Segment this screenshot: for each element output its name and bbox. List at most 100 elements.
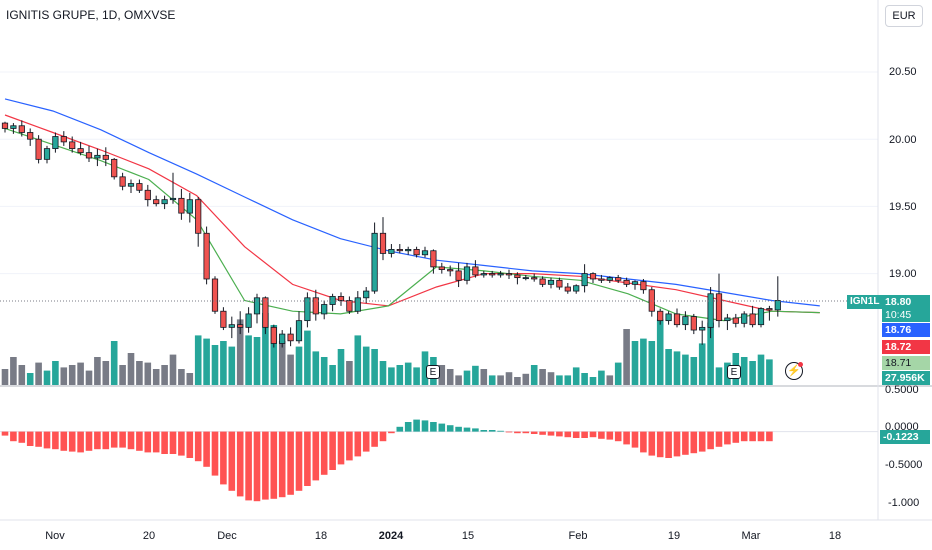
candle-body (60, 136, 67, 143)
time-label: Mar (741, 530, 761, 542)
candle (741, 311, 748, 328)
volume-bar (438, 365, 446, 385)
volume-bar (94, 357, 101, 385)
candle-body (505, 273, 513, 276)
volume-bar (497, 375, 504, 385)
candle-body (52, 136, 59, 150)
currency-button[interactable]: EUR (885, 5, 923, 27)
candle (169, 172, 177, 204)
candle-body (665, 313, 672, 322)
osc-bar (430, 422, 437, 432)
candle (682, 311, 689, 331)
candle-body (732, 317, 739, 324)
candle (699, 320, 706, 345)
candle (388, 244, 395, 258)
osc-bar (623, 431, 630, 445)
osc-bar (362, 431, 370, 452)
volume-bar (60, 367, 68, 385)
candle-body (312, 297, 319, 315)
candle-body (421, 250, 429, 256)
candle-body (749, 313, 756, 326)
osc-bar (245, 431, 252, 501)
osc-bar (136, 431, 143, 451)
volume-bar (85, 370, 93, 385)
candle-body (589, 273, 597, 280)
volume-bar (606, 375, 614, 385)
candle-body (295, 320, 303, 342)
candle (354, 291, 361, 314)
volume-bar (178, 369, 185, 385)
osc-bar (438, 423, 446, 432)
candle (178, 188, 185, 220)
grid (0, 71, 878, 275)
osc-bar (572, 431, 580, 438)
candle (270, 324, 277, 348)
osc-bar (446, 425, 454, 432)
candle-body (253, 297, 261, 315)
volume-bar (52, 361, 59, 385)
countdown-tag: 10:45 (882, 308, 930, 322)
volume-bar (161, 365, 168, 385)
osc-bar (556, 431, 563, 437)
osc-bar (295, 431, 303, 491)
osc-bar (530, 431, 538, 434)
osc-bar (665, 431, 672, 458)
volume-bar (236, 319, 244, 385)
osc-bar (648, 431, 656, 456)
osc-bar (320, 431, 328, 475)
osc-bar (488, 430, 496, 432)
oscillator-histogram (0, 419, 878, 502)
candle-body (153, 199, 160, 205)
osc-bar (346, 431, 353, 461)
candle-body (430, 250, 437, 268)
candle (606, 276, 613, 284)
candle (438, 262, 445, 274)
osc-bar (85, 431, 93, 451)
candles (1, 120, 781, 348)
osc-bar (10, 431, 17, 442)
osc-bar (102, 431, 110, 450)
candle (245, 307, 252, 333)
candle-body (337, 296, 345, 301)
volume-bar (514, 377, 521, 385)
candle (295, 311, 303, 344)
candle-body (447, 269, 454, 272)
candle (186, 192, 193, 223)
candle (715, 273, 723, 328)
volume-bar (522, 373, 530, 385)
candle-body (304, 297, 311, 322)
symbol-title[interactable]: IGNITIS GRUPE, 1D, OMXVSE (6, 8, 176, 22)
candle (195, 196, 202, 247)
candle-body (94, 154, 101, 159)
price-tick: 19.50 (889, 201, 917, 213)
candle (472, 260, 479, 278)
osc-bar (178, 431, 185, 456)
osc-bar (421, 420, 429, 432)
osc-bar (43, 431, 51, 449)
earnings-icon[interactable]: E (727, 365, 741, 379)
candle-body (329, 296, 336, 305)
osc-bar (514, 431, 521, 434)
volume-bar (564, 375, 572, 385)
candle (396, 244, 403, 254)
candle-body (379, 232, 387, 254)
candle (615, 274, 622, 284)
candle-body (673, 313, 681, 326)
volume-bar (144, 362, 152, 385)
osc-bar (547, 431, 555, 436)
volume-bar (18, 365, 26, 385)
osc-bar (539, 431, 546, 435)
osc-bar (690, 431, 698, 454)
volume-bar (749, 361, 756, 385)
earnings-icon[interactable]: E (426, 365, 440, 379)
candle-body (102, 154, 109, 160)
volume-bar (278, 341, 286, 385)
volume-bar (270, 325, 278, 385)
osc-bar (110, 431, 118, 448)
candle (102, 147, 109, 167)
osc-bar (35, 431, 42, 447)
volume-bar (707, 322, 714, 385)
time-label: Nov (45, 530, 65, 542)
volume-bar (648, 341, 656, 385)
